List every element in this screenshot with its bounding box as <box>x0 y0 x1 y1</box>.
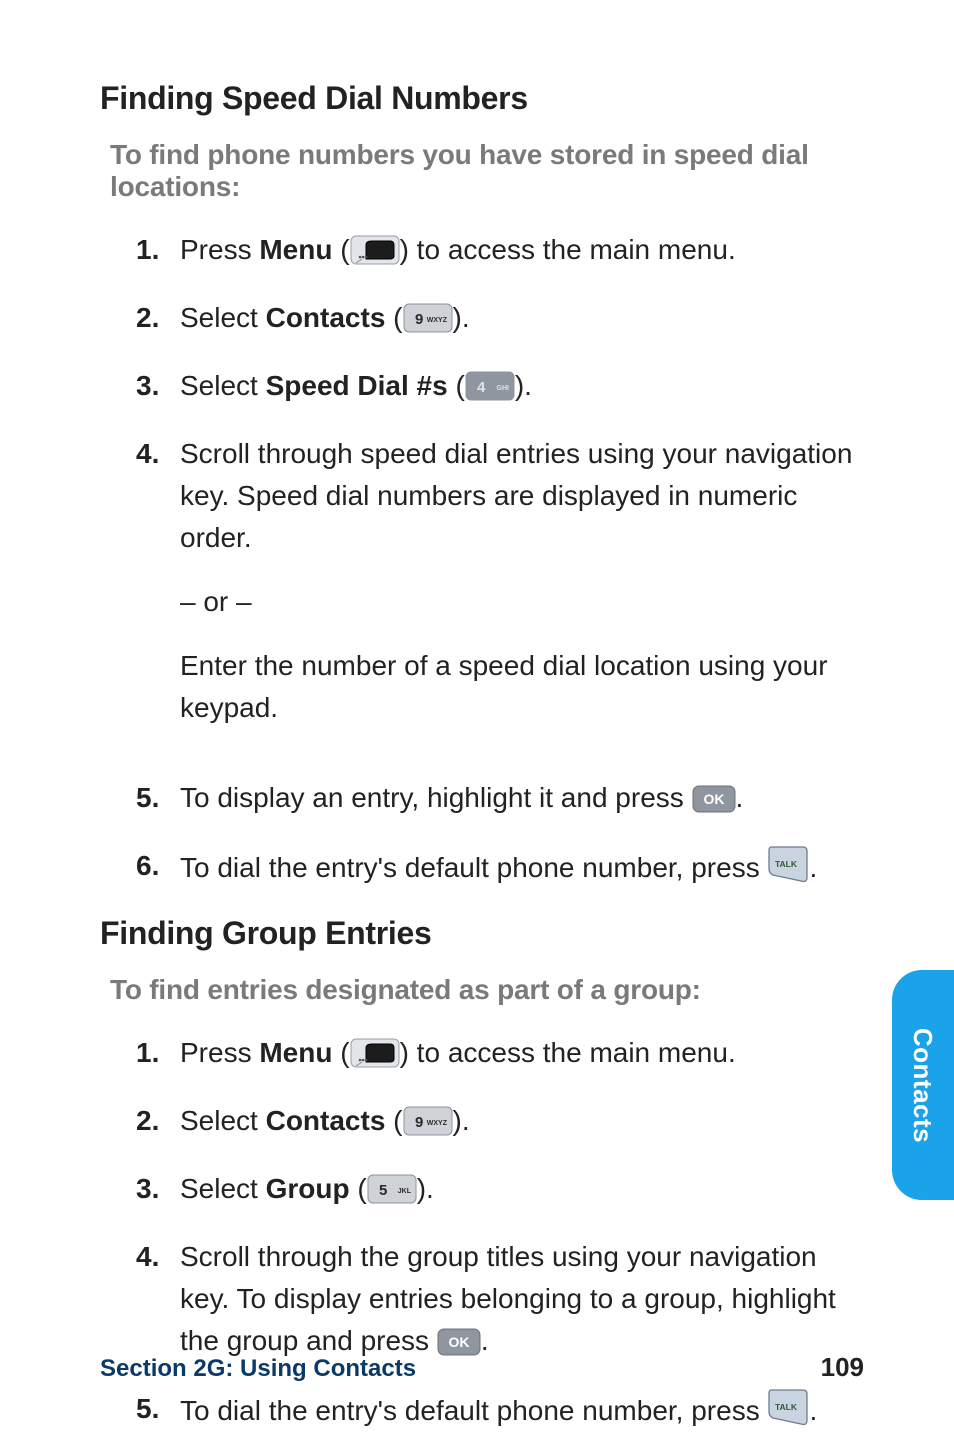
text: ). <box>417 1173 434 1204</box>
text: ( <box>385 1105 402 1136</box>
steps-speed-dial: 1. Press Menu ( ) to access the main men… <box>136 229 864 889</box>
text: ( <box>332 234 349 265</box>
step-4: 4. Scroll through the group titles using… <box>136 1236 864 1362</box>
step-body: Press Menu ( ) to access the main menu. <box>180 1032 864 1074</box>
text: Select <box>180 1173 266 1204</box>
talk-key-icon: TALK <box>767 1388 809 1426</box>
text: . <box>809 852 817 883</box>
svg-text:TALK: TALK <box>775 1402 798 1412</box>
step-body: Scroll through speed dial entries using … <box>180 433 864 751</box>
bold-text: Contacts <box>266 302 386 333</box>
side-tab-label: Contacts <box>908 1027 939 1142</box>
ok-key-icon: OK <box>692 785 736 813</box>
text: To dial the entry's default phone number… <box>180 1395 767 1426</box>
text: . <box>809 1395 817 1426</box>
text: Scroll through the group titles using yo… <box>180 1241 836 1356</box>
step-body: Scroll through the group titles using yo… <box>180 1236 864 1362</box>
section-lead-group: To find entries designated as part of a … <box>110 974 864 1006</box>
step-number: 2. <box>136 297 180 339</box>
step-body: Select Contacts ( 9 WXYZ ). <box>180 297 864 339</box>
text: ) to access the main menu. <box>400 234 736 265</box>
paragraph: Scroll through speed dial entries using … <box>180 433 864 559</box>
text: ). <box>515 370 532 401</box>
step-4: 4. Scroll through speed dial entries usi… <box>136 433 864 751</box>
step-body: To display an entry, highlight it and pr… <box>180 777 864 819</box>
section-heading-speed-dial: Finding Speed Dial Numbers <box>100 80 864 117</box>
bold-text: Speed Dial #s <box>266 370 448 401</box>
step-2: 2. Select Contacts ( 9 WXYZ ). <box>136 297 864 339</box>
text: To display an entry, highlight it and pr… <box>180 782 692 813</box>
key-4-icon: 4 GHI <box>465 371 515 401</box>
svg-text:9: 9 <box>415 311 423 328</box>
bold-text: Menu <box>259 234 332 265</box>
talk-key-icon: TALK <box>767 845 809 883</box>
step-number: 1. <box>136 1032 180 1074</box>
svg-text:5: 5 <box>379 1182 387 1199</box>
text: ). <box>453 302 470 333</box>
svg-text:OK: OK <box>448 1334 469 1350</box>
text: To dial the entry's default phone number… <box>180 852 767 883</box>
text: Select <box>180 1105 266 1136</box>
svg-text:GHI: GHI <box>496 385 509 392</box>
bold-text: Contacts <box>266 1105 386 1136</box>
svg-text:9: 9 <box>415 1114 423 1131</box>
bold-text: Group <box>266 1173 350 1204</box>
svg-text:JKL: JKL <box>397 1188 411 1195</box>
key-9-icon: 9 WXYZ <box>403 1106 453 1136</box>
step-number: 3. <box>136 365 180 407</box>
svg-text:TALK: TALK <box>775 859 798 869</box>
step-body: To dial the entry's default phone number… <box>180 1388 864 1432</box>
or-separator: – or – <box>180 581 864 623</box>
menu-key-icon <box>350 235 400 265</box>
footer-section-label: Section 2G: Using Contacts <box>100 1355 416 1383</box>
bold-text: Menu <box>259 1037 332 1068</box>
text: Select <box>180 370 266 401</box>
step-body: Press Menu ( ) to access the main menu. <box>180 229 864 271</box>
svg-text:WXYZ: WXYZ <box>426 1120 447 1127</box>
text: Select <box>180 302 266 333</box>
key-5-icon: 5 JKL <box>367 1174 417 1204</box>
step-1: 1. Press Menu ( ) to access the main men… <box>136 229 864 271</box>
svg-text:WXYZ: WXYZ <box>426 317 447 324</box>
paragraph: Enter the number of a speed dial locatio… <box>180 645 864 729</box>
step-3: 3. Select Speed Dial #s ( 4 GHI ). <box>136 365 864 407</box>
section-lead-speed-dial: To find phone numbers you have stored in… <box>110 139 864 203</box>
section-heading-group: Finding Group Entries <box>100 915 864 952</box>
key-9-icon: 9 WXYZ <box>403 303 453 333</box>
step-body: Select Group ( 5 JKL ). <box>180 1168 864 1210</box>
step-number: 5. <box>136 777 180 819</box>
step-body: To dial the entry's default phone number… <box>180 845 864 889</box>
step-number: 3. <box>136 1168 180 1210</box>
text: ( <box>448 370 465 401</box>
step-6: 6. To dial the entry's default phone num… <box>136 845 864 889</box>
step-number: 2. <box>136 1100 180 1142</box>
step-number: 5. <box>136 1388 180 1432</box>
step-5: 5. To dial the entry's default phone num… <box>136 1388 864 1432</box>
step-1: 1. Press Menu ( ) to access the main men… <box>136 1032 864 1074</box>
text: Press <box>180 1037 259 1068</box>
side-tab-contacts: Contacts <box>892 970 954 1200</box>
step-number: 6. <box>136 845 180 889</box>
step-5: 5. To display an entry, highlight it and… <box>136 777 864 819</box>
step-3: 3. Select Group ( 5 JKL ). <box>136 1168 864 1210</box>
text: ). <box>453 1105 470 1136</box>
text: ( <box>385 302 402 333</box>
step-number: 4. <box>136 433 180 751</box>
step-body: Select Speed Dial #s ( 4 GHI ). <box>180 365 864 407</box>
step-number: 4. <box>136 1236 180 1362</box>
text: ) to access the main menu. <box>400 1037 736 1068</box>
step-2: 2. Select Contacts ( 9 WXYZ ). <box>136 1100 864 1142</box>
menu-key-icon <box>350 1038 400 1068</box>
footer-page-number: 109 <box>821 1352 864 1383</box>
text: ( <box>332 1037 349 1068</box>
text: ( <box>350 1173 367 1204</box>
svg-text:4: 4 <box>477 379 486 396</box>
manual-page: Finding Speed Dial Numbers To find phone… <box>0 0 954 1431</box>
svg-text:OK: OK <box>703 791 724 807</box>
text: . <box>736 782 744 813</box>
text: Press <box>180 234 259 265</box>
page-footer: Section 2G: Using Contacts 109 <box>100 1352 864 1383</box>
step-body: Select Contacts ( 9 WXYZ ). <box>180 1100 864 1142</box>
step-number: 1. <box>136 229 180 271</box>
